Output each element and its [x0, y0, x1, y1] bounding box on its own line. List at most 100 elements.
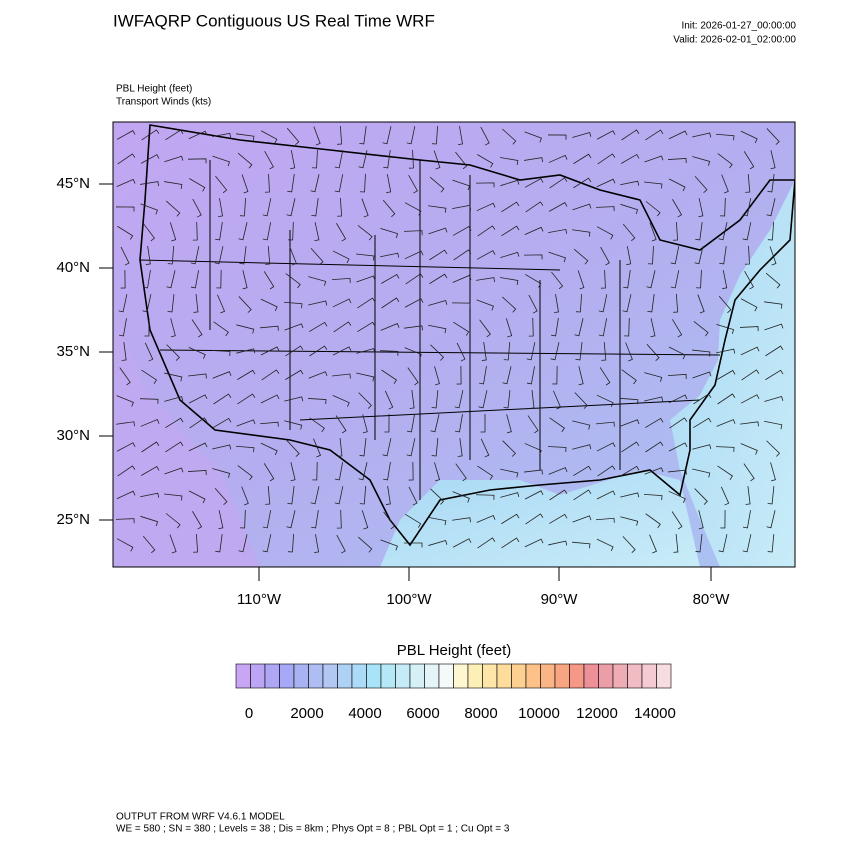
wind-barb: [551, 271, 564, 290]
colorbar-box: [525, 663, 541, 689]
wind-barb: [214, 246, 224, 265]
wind-barb: [573, 489, 592, 501]
wind-barb: [668, 178, 686, 192]
wind-barb: [334, 486, 344, 505]
wind-barb: [212, 468, 231, 478]
wind-barb: [164, 372, 183, 382]
wind-barb: [212, 371, 232, 379]
wind-barb: [644, 155, 664, 163]
wind-barb: [382, 438, 392, 457]
field-label: PBL Height (feet): [116, 84, 192, 95]
wind-barb: [192, 511, 203, 530]
wind-barb: [621, 369, 637, 385]
wind-barb: [382, 126, 392, 145]
wind-barb: [404, 325, 423, 331]
wind-barb: [381, 369, 398, 384]
wind-barb: [620, 419, 640, 427]
lon-label: 100°W: [386, 591, 432, 608]
colorbar-box: [279, 663, 295, 689]
wind-barb: [740, 443, 758, 455]
wind-barb: [121, 342, 127, 361]
wind-barb: [647, 294, 655, 313]
colorbar-box: [482, 663, 498, 689]
colorbar-label: 0: [245, 705, 253, 722]
wind-barb: [142, 535, 156, 554]
wind-barb: [528, 294, 538, 314]
wind-barb: [721, 174, 729, 194]
colorbar-box: [641, 663, 657, 689]
wind-barb: [503, 390, 511, 409]
wind-barb: [697, 294, 705, 314]
wind-barb: [337, 125, 343, 145]
wind-barb: [668, 346, 686, 360]
wind-barb: [313, 126, 321, 146]
wind-barb: [548, 540, 568, 546]
wind-barb: [524, 157, 543, 163]
wind-barb: [263, 271, 275, 290]
wind-barb: [309, 321, 328, 332]
wind-barb: [670, 270, 680, 289]
wind-barb: [476, 515, 496, 523]
wind-barb: [528, 317, 534, 337]
colorbar-box: [264, 663, 280, 689]
wind-barb: [360, 173, 366, 193]
wind-barb: [141, 465, 160, 476]
wind-barb: [262, 534, 272, 553]
colorbar-box: [554, 663, 570, 689]
wind-barb: [169, 222, 177, 242]
wind-barb: [741, 369, 760, 381]
wind-barb: [336, 534, 346, 554]
wind-barb: [524, 443, 542, 455]
wind-barb: [476, 202, 496, 212]
wind-barb: [767, 174, 775, 193]
wind-barb: [428, 227, 448, 235]
wind-barb: [265, 245, 271, 265]
wind-barb: [235, 445, 255, 453]
wind-barb: [383, 462, 391, 481]
wind-barb: [598, 318, 608, 337]
wind-barb: [405, 273, 424, 285]
wind-barb: [332, 298, 352, 308]
wind-barb: [553, 294, 559, 314]
wind-barb: [408, 149, 414, 169]
wind-barb: [644, 467, 664, 475]
colorbar-box: [540, 663, 556, 689]
wind-barb: [212, 155, 231, 167]
wind-barb: [405, 513, 422, 528]
colorbar-box: [598, 663, 614, 689]
wind-barb: [597, 153, 616, 165]
wind-barb: [290, 150, 296, 170]
wind-barb: [164, 155, 184, 163]
wind-barb: [506, 414, 512, 434]
colorbar-title: PBL Height (feet): [397, 642, 512, 659]
wind-barb: [692, 132, 712, 138]
wind-barb: [362, 414, 368, 434]
map-frame: [112, 121, 796, 568]
wind-barb: [187, 470, 207, 475]
wind-barb: [529, 390, 535, 409]
wind-barb: [650, 318, 656, 338]
wind-barb: [573, 177, 592, 189]
wind-barb: [116, 421, 135, 427]
wind-barb: [166, 200, 181, 217]
wind-barb: [766, 128, 780, 145]
wind-barb: [480, 413, 486, 433]
wind-barb: [167, 245, 175, 265]
wind-barb: [117, 225, 134, 240]
wind-barb: [740, 421, 759, 427]
wind-barb: [717, 153, 733, 169]
wind-barb: [236, 348, 256, 354]
wind-barb: [116, 538, 134, 552]
colorbar-label: 14000: [634, 705, 676, 722]
wind-barb: [165, 129, 184, 141]
wind-barb: [720, 486, 730, 506]
wind-barb: [356, 253, 375, 261]
wind-barb: [357, 321, 376, 333]
wind-barb: [262, 510, 272, 529]
wind-barb: [189, 178, 206, 192]
lat-label: 40°N: [56, 259, 90, 276]
wind-barb: [505, 318, 513, 338]
wind-barb: [595, 517, 615, 523]
wind-barb: [236, 133, 255, 141]
wind-barb: [717, 465, 734, 480]
